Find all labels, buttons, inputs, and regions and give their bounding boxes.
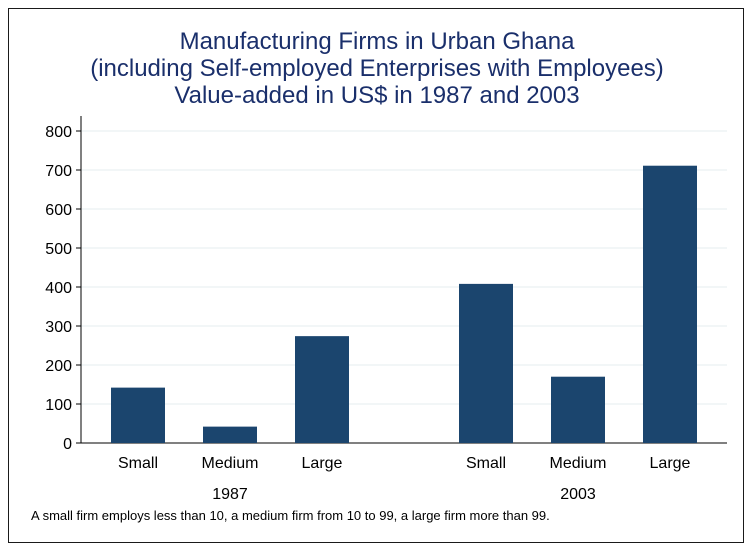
chart-frame: [8, 8, 744, 543]
chart-title: Manufacturing Firms in Urban Ghana: [179, 28, 575, 55]
y-tick-label: 0: [63, 436, 72, 453]
chart-titles: Manufacturing Firms in Urban Ghana (incl…: [0, 28, 754, 109]
bar-2003-large: [643, 165, 697, 443]
x-category-label: Small: [118, 455, 158, 472]
bar-1987-small: [111, 387, 165, 443]
y-tick-label: 300: [45, 319, 72, 336]
y-tick-label: 500: [45, 241, 72, 258]
bar-2003-small: [459, 283, 513, 443]
y-tick-label: 400: [45, 280, 72, 297]
x-group-label: 1987: [212, 486, 248, 503]
x-category-label: Medium: [550, 455, 607, 472]
x-group-label: 2003: [560, 486, 596, 503]
footnote: A small firm employs less than 10, a med…: [31, 508, 550, 523]
chart-subtitle-line-2: Value-added in US$ in 1987 and 2003: [174, 82, 580, 109]
x-category-label: Medium: [202, 455, 259, 472]
y-tick-label: 200: [45, 358, 72, 375]
x-category-label: Small: [466, 455, 506, 472]
chart-subtitle-line-1: (including Self-employed Enterprises wit…: [90, 55, 664, 82]
x-category-label: Large: [302, 455, 343, 472]
bar-1987-large: [295, 336, 349, 443]
y-tick-label: 100: [45, 397, 72, 414]
y-tick-label: 700: [45, 163, 72, 180]
y-tick-label: 800: [45, 124, 72, 141]
bar-1987-medium: [203, 426, 257, 443]
y-tick-label: 600: [45, 202, 72, 219]
bar-2003-medium: [551, 376, 605, 443]
x-category-label: Large: [650, 455, 691, 472]
